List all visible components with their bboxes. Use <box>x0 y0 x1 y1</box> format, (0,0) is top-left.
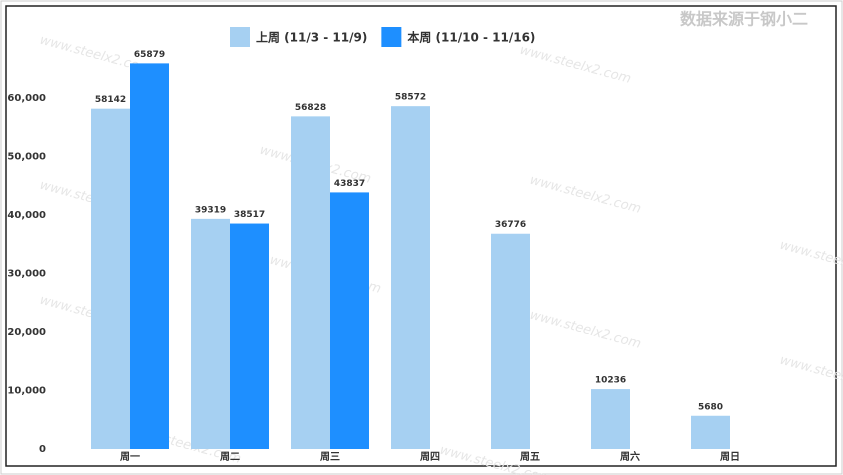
x-tick-label: 周六 <box>620 450 640 463</box>
y-tick-label: 30,000 <box>7 268 46 279</box>
value-label: 58572 <box>395 93 426 103</box>
source-note: 数据来源于钢小二 <box>680 10 808 29</box>
bar <box>230 223 269 449</box>
value-label: 65879 <box>134 50 165 60</box>
value-label: 36776 <box>495 220 526 230</box>
bar <box>391 106 430 449</box>
bar <box>291 116 330 450</box>
chart-border <box>5 5 837 467</box>
y-tick-label: 0 <box>39 444 46 455</box>
y-tick-label: 50,000 <box>7 151 46 162</box>
bar <box>591 389 630 449</box>
value-label: 5680 <box>698 402 723 412</box>
value-label: 58142 <box>95 95 126 105</box>
x-tick-label: 周三 <box>320 451 340 463</box>
y-tick-label: 20,000 <box>7 327 46 338</box>
bar <box>91 108 130 450</box>
y-tick-label: 60,000 <box>7 93 46 104</box>
x-tick-label: 周日 <box>720 451 740 463</box>
x-tick-label: 周一 <box>120 451 140 463</box>
legend-label: 上周 (11/3 - 11/9) <box>256 30 367 45</box>
legend-label: 本周 (11/10 - 11/16) <box>407 30 535 45</box>
bar <box>130 63 169 450</box>
x-tick-label: 周二 <box>220 451 240 463</box>
value-label: 10236 <box>595 376 626 386</box>
value-label: 56828 <box>295 103 326 113</box>
bar <box>691 415 730 449</box>
x-tick-label: 周五 <box>520 451 540 463</box>
y-tick-label: 40,000 <box>7 210 46 221</box>
x-tick-label: 周四 <box>420 451 440 463</box>
legend-swatch <box>230 27 250 47</box>
legend-swatch <box>381 27 402 47</box>
value-label: 43837 <box>334 179 365 189</box>
value-label: 39319 <box>195 205 226 215</box>
bar <box>330 192 369 450</box>
bar <box>191 218 230 449</box>
value-label: 38517 <box>234 210 265 220</box>
bar <box>491 233 530 449</box>
y-tick-label: 10,000 <box>7 385 46 396</box>
